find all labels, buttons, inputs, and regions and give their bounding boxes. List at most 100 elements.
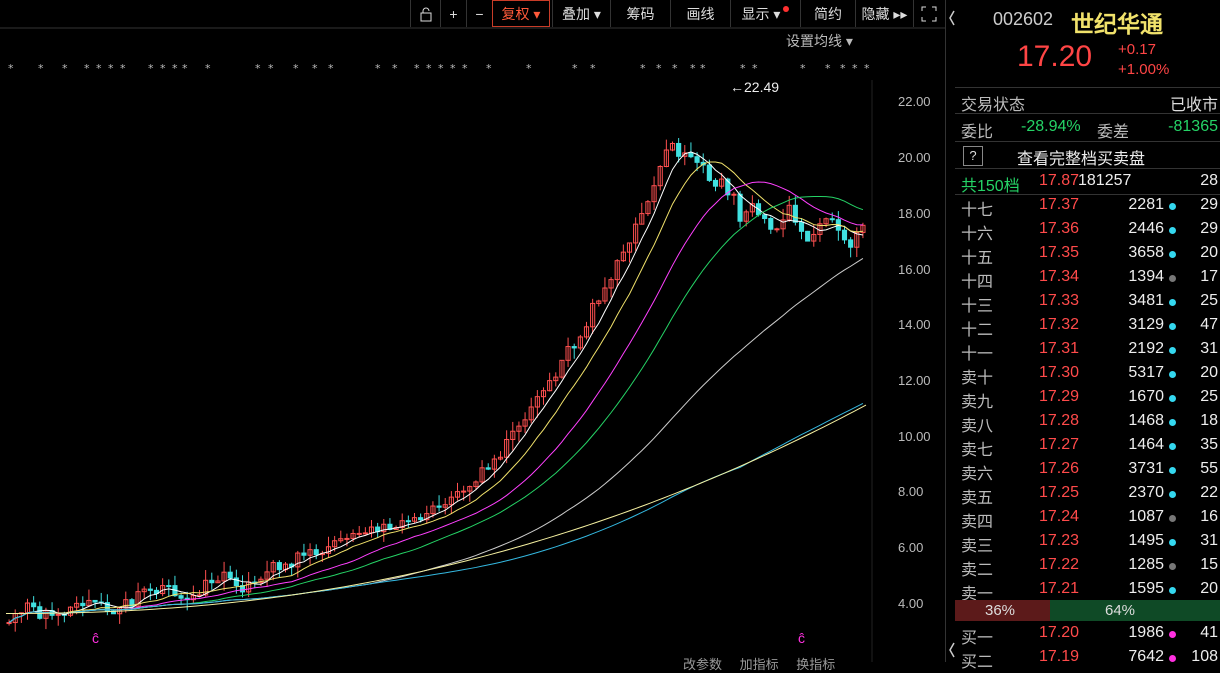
order-book-row[interactable]: 买二 17.19 7642 108 <box>955 646 1220 671</box>
buy-sell-ratio-bar: 36% 64% <box>955 600 1220 621</box>
candle-body <box>381 523 387 533</box>
candle-body <box>663 149 669 168</box>
candle-body <box>768 218 774 230</box>
star-marker: * <box>328 62 334 75</box>
event-marker[interactable]: ĉ <box>92 630 99 646</box>
fuquan-button[interactable]: 复权 ▾ <box>492 0 550 27</box>
candle-body <box>860 224 866 233</box>
star-marker: * <box>375 62 381 75</box>
order-book-row[interactable]: 卖八 17.28 1468 18 <box>955 410 1220 435</box>
order-book-row[interactable]: 卖九 17.29 1670 25 <box>955 386 1220 411</box>
price-label: 10.00 <box>898 429 931 444</box>
candle-body <box>129 599 135 607</box>
level-label: 十二 <box>961 322 994 339</box>
ma-setting-button[interactable]: 设置均线 ▾ <box>786 33 853 49</box>
display-button[interactable]: 显示 ▾ <box>730 0 800 27</box>
level-dot-icon <box>1169 491 1176 498</box>
candle-body <box>362 532 368 535</box>
full-book-link[interactable]: 查看完整档买卖盘 <box>1017 151 1146 168</box>
divider-line <box>955 113 1220 114</box>
candle-body <box>264 571 270 580</box>
order-book-row[interactable]: 卖六 17.26 3731 55 <box>955 458 1220 483</box>
candle-body <box>485 467 491 470</box>
order-book-row[interactable]: 十七 17.37 2281 29 <box>955 194 1220 219</box>
candle-body <box>307 549 313 556</box>
candle-body <box>497 456 504 460</box>
candle-body <box>798 221 805 232</box>
candle-body <box>651 185 657 203</box>
overlay-button[interactable]: 叠加 ▾ <box>552 0 610 27</box>
order-book-row[interactable]: 卖一 17.21 1595 20 <box>955 578 1220 603</box>
order-book-row[interactable]: 十五 17.35 3658 20 <box>955 242 1220 267</box>
candle-body <box>762 214 768 220</box>
order-book-row[interactable]: 十三 17.33 3481 25 <box>955 290 1220 315</box>
order-book-row[interactable]: 十六 17.36 2446 29 <box>955 218 1220 243</box>
panel-divider[interactable] <box>945 0 956 662</box>
order-book-row[interactable]: 卖四 17.24 1087 16 <box>955 506 1220 531</box>
star-marker: * <box>293 62 299 75</box>
candle-body <box>239 585 246 593</box>
star-marker: * <box>38 62 44 75</box>
draw-line-button[interactable]: 画线 <box>670 0 730 27</box>
hide-button[interactable]: 隐藏 ▸▸ <box>855 0 913 27</box>
star-marker: * <box>462 62 468 75</box>
fullscreen-button[interactable] <box>913 0 943 27</box>
candle-body <box>583 326 590 338</box>
order-book-row[interactable]: 卖七 17.27 1464 35 <box>955 434 1220 459</box>
kline-chart-area[interactable]: * * * * * * * * * * * * * * * * * * * * * * * * * * * * * * * * * * * * * * * *… <box>0 0 945 672</box>
level-dot-icon <box>1169 539 1176 546</box>
simple-button[interactable]: 简约 <box>800 0 855 27</box>
level-price: 17.28 <box>1039 412 1080 429</box>
star-marker: * <box>172 62 178 75</box>
bottom-toolbar: 改参数 加指标 换指标 <box>683 654 835 673</box>
candle-body <box>774 228 780 231</box>
order-book-row[interactable]: 卖十 17.30 5317 20 <box>955 362 1220 387</box>
zoom-in-button[interactable]: + <box>440 0 466 27</box>
kline-chart[interactable]: * * * * * * * * * * * * * * * * * * * * * * * * * * * * * * * * * * * * * * * * <box>0 0 945 662</box>
level-count: 29 <box>1200 196 1218 213</box>
candle-body <box>166 585 172 588</box>
chips-button[interactable]: 筹码 <box>610 0 670 27</box>
candle-body <box>725 178 731 196</box>
candle-body <box>491 458 497 470</box>
full-book-row[interactable]: ? 查看完整档买卖盘 <box>955 143 1220 168</box>
candle-body <box>221 571 227 582</box>
switch-indicator-button[interactable]: 换指标 <box>796 657 836 672</box>
zoom-out-button[interactable]: − <box>466 0 492 27</box>
level-count: 20 <box>1200 244 1218 261</box>
add-indicator-button[interactable]: 加指标 <box>739 657 779 672</box>
star-marker: * <box>438 62 444 75</box>
star-marker: * <box>800 62 806 75</box>
level-count: 41 <box>1200 624 1218 641</box>
star-marker: * <box>672 62 678 75</box>
total-levels-row: 共150档 17.87 181257 28 <box>955 170 1220 195</box>
level-count: 17 <box>1200 268 1218 285</box>
order-book-row[interactable]: 卖五 17.25 2370 22 <box>955 482 1220 507</box>
order-book-row[interactable]: 十四 17.34 1394 17 <box>955 266 1220 291</box>
divider-line <box>955 194 1220 195</box>
divider-line <box>955 87 1220 88</box>
weicha-value: -81365 <box>1168 118 1218 135</box>
ma-line <box>8 196 864 623</box>
level-price: 17.26 <box>1039 460 1080 477</box>
candle-body <box>829 218 835 221</box>
order-book-row[interactable]: 十一 17.31 2192 31 <box>955 338 1220 363</box>
level-volume: 1495 <box>1128 532 1164 549</box>
level-volume: 1464 <box>1128 436 1164 453</box>
level-volume: 2370 <box>1128 484 1164 501</box>
event-marker[interactable]: ĉ <box>798 630 805 646</box>
order-book-row[interactable]: 十二 17.32 3129 47 <box>955 314 1220 339</box>
level-volume: 2192 <box>1128 340 1164 357</box>
collapse-icon <box>949 10 955 26</box>
change-params-button[interactable]: 改参数 <box>683 657 723 672</box>
level-label: 十四 <box>961 274 994 291</box>
help-icon[interactable]: ? <box>963 146 983 166</box>
candle-body <box>620 251 626 262</box>
order-book-row[interactable]: 买一 17.20 1986 41 <box>955 622 1220 647</box>
order-book-row[interactable]: 卖二 17.22 1285 15 <box>955 554 1220 579</box>
candle-body <box>153 589 160 595</box>
candle-body <box>473 481 479 488</box>
lock-button[interactable] <box>410 0 440 27</box>
level-count: 55 <box>1200 460 1218 477</box>
order-book-row[interactable]: 卖三 17.23 1495 31 <box>955 530 1220 555</box>
